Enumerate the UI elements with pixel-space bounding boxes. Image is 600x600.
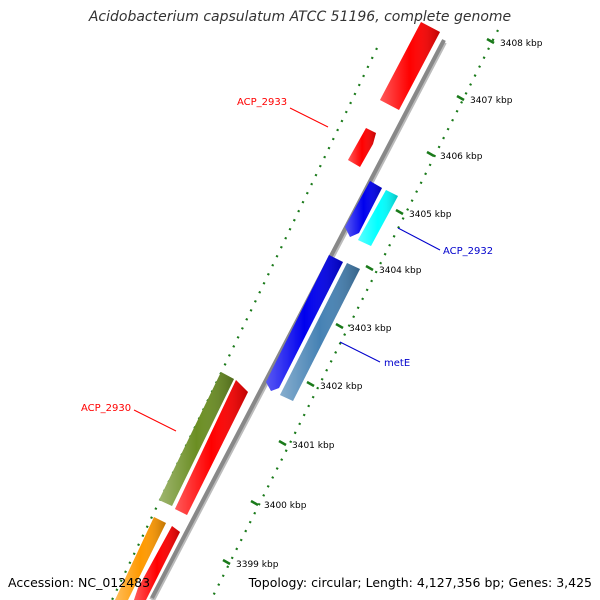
kbp-tick-label: 3400 kbp [264, 501, 307, 511]
gene-red-bottom-shade [134, 526, 180, 600]
kbp-tick-mark [486, 37, 495, 45]
accession-text: Accession: NC_012483 [8, 575, 151, 590]
outer-dotted-track [210, 29, 499, 600]
kbp-tick-label: 3408 kbp [500, 39, 543, 49]
gene-red-mid-shade [175, 380, 248, 515]
kbp-tick-mark [306, 380, 315, 388]
gene-acp2932-shade [358, 190, 398, 246]
gene-orange-shade [115, 517, 166, 600]
leader-mete [339, 341, 381, 363]
kbp-tick-mark [335, 322, 344, 330]
leader-acp2930 [133, 409, 177, 432]
gene-label-acp2932[interactable]: ACP_2932 [443, 246, 493, 257]
kbp-tick-mark [426, 150, 435, 158]
kbp-tick-labels: 3408 kbp 3407 kbp 3406 kbp 3405 kbp 3404 kbp… [236, 39, 543, 570]
gene-label-acp2933[interactable]: ACP_2933 [237, 97, 287, 108]
gene-mete-shade [266, 255, 343, 391]
kbp-tick-mark [250, 499, 259, 507]
genome-stats-text: Topology: circular; Length: 4,127,356 bp… [248, 575, 592, 590]
gene-acp2933-shade [348, 128, 376, 167]
kbp-tick-mark [395, 208, 404, 216]
kbp-tick-label: 3406 kbp [440, 152, 483, 162]
inner-dotted-track [111, 47, 378, 600]
leader-acp2933 [289, 107, 329, 128]
kbp-tick-mark [365, 264, 374, 272]
gene-label-mete[interactable]: metE [384, 358, 410, 369]
page-title: Acidobacterium capsulatum ATCC 51196, co… [88, 9, 512, 25]
kbp-tick-label: 3401 kbp [292, 441, 335, 451]
kbp-tick-label: 3402 kbp [320, 382, 363, 392]
kbp-tick-mark [456, 94, 465, 102]
kbp-tick-label: 3405 kbp [409, 210, 452, 220]
kbp-tick-label: 3404 kbp [379, 266, 422, 276]
gene-reverse-blue-1-shade [345, 181, 382, 237]
gene-forward-1-shade [380, 22, 440, 110]
kbp-tick-label: 3407 kbp [470, 96, 513, 106]
gene-acp2930-shade [159, 372, 234, 506]
kbp-tick-mark [278, 439, 287, 447]
gene-mete-steel-shade [280, 263, 360, 401]
kbp-tick-label: 3403 kbp [349, 324, 392, 334]
kbp-tick-label: 3399 kbp [236, 560, 279, 570]
gene-label-acp2930[interactable]: ACP_2930 [81, 403, 131, 414]
kbp-tick-mark [222, 558, 231, 566]
kbp-ticks [222, 37, 495, 566]
leader-acp2932 [397, 227, 441, 251]
